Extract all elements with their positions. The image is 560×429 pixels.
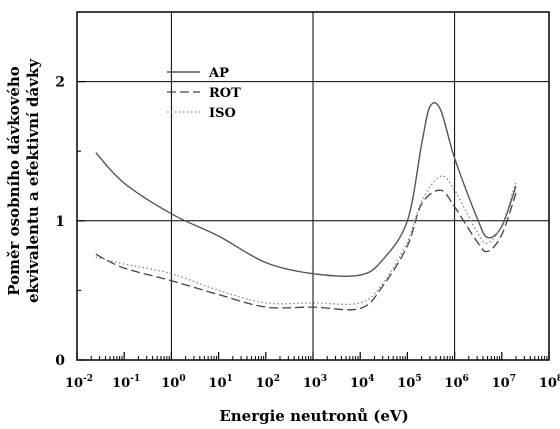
x-tick-label: 106 bbox=[444, 374, 468, 391]
x-tick-label: 102 bbox=[256, 374, 280, 391]
legend-label-rot: ROT bbox=[209, 86, 241, 101]
y-tick-label: 1 bbox=[55, 214, 65, 230]
legend: AP ROT ISO bbox=[167, 66, 241, 121]
x-tick-label: 100 bbox=[161, 374, 185, 391]
series-line-iso bbox=[95, 175, 517, 306]
y-tick-label: 0 bbox=[55, 353, 65, 369]
series-lines bbox=[95, 101, 517, 311]
y-axis-title-line-1: Poměr osobního dávkového bbox=[5, 66, 23, 296]
y-axis-title: Poměr osobního dávkového ekvivalentu a e… bbox=[5, 58, 42, 303]
grid bbox=[77, 12, 549, 360]
x-tick-label: 103 bbox=[303, 374, 327, 391]
series-line-rot bbox=[95, 189, 517, 311]
legend-label-ap: AP bbox=[208, 66, 229, 81]
axis-ticks: 10-2 10-1 100 101 102 103 104 105 106 107 108 0 1 2 bbox=[55, 75, 560, 391]
x-tick-label: 104 bbox=[350, 374, 374, 391]
x-axis-title: Energie neutronů (eV) bbox=[219, 407, 408, 425]
x-tick-label: 105 bbox=[397, 374, 421, 391]
y-tick-label: 2 bbox=[55, 75, 65, 91]
legend-label-iso: ISO bbox=[209, 106, 236, 121]
x-tick-label: 101 bbox=[208, 374, 232, 391]
y-axis-title-line-2: ekvivalentu a efektivní dávky bbox=[24, 58, 42, 303]
series-line-ap bbox=[95, 101, 517, 277]
x-tick-label: 108 bbox=[539, 374, 560, 391]
x-tick-label: 107 bbox=[492, 374, 516, 391]
x-tick-label: 10-1 bbox=[112, 374, 140, 391]
x-tick-label: 10-2 bbox=[65, 374, 93, 391]
